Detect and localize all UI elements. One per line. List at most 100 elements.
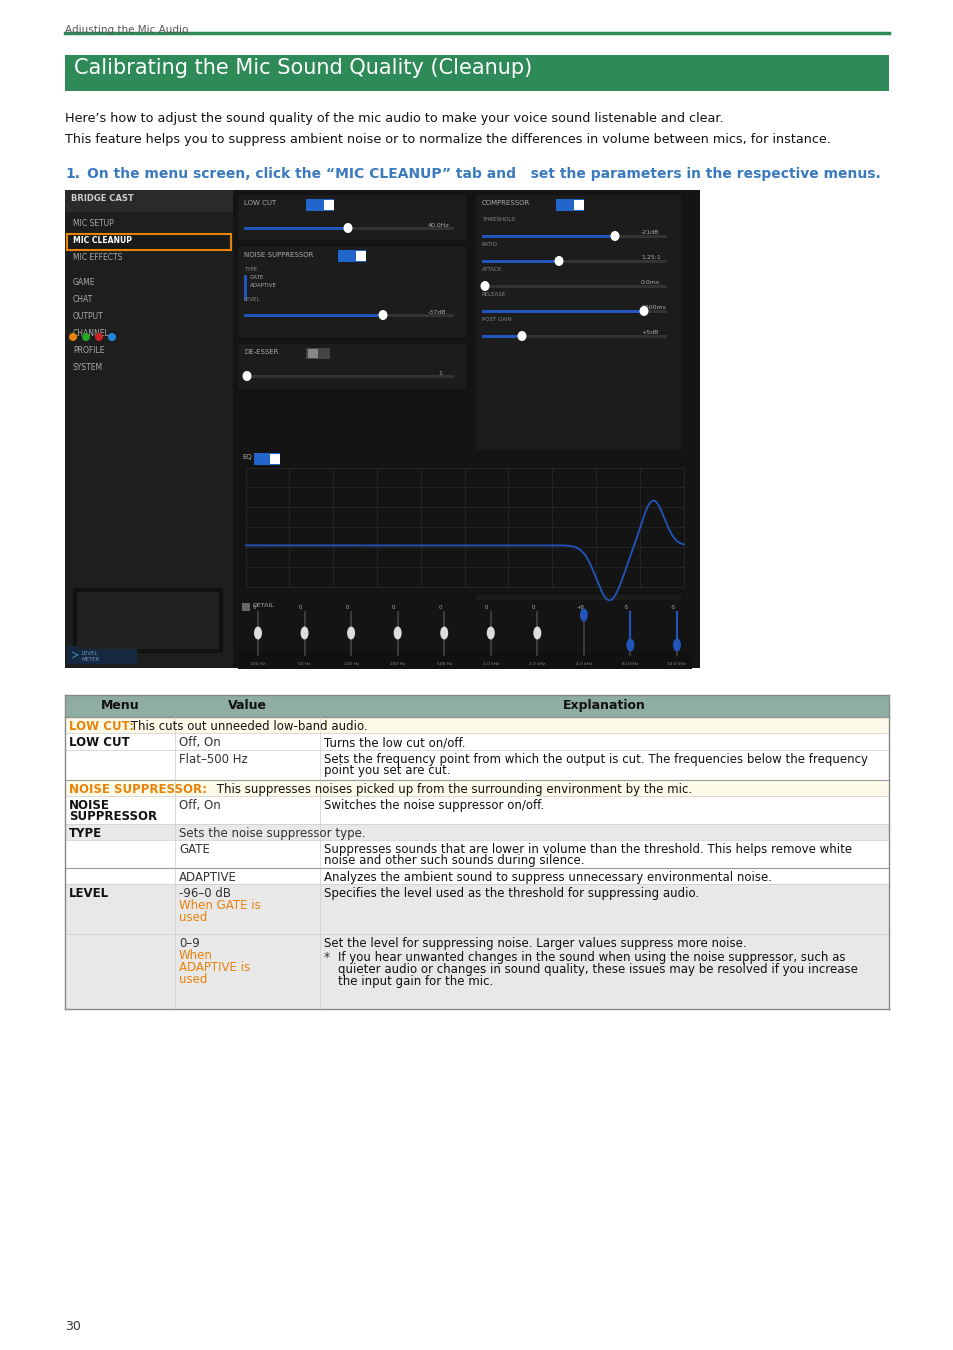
Text: If you hear unwanted changes in the sound when using the noise suppressor, such : If you hear unwanted changes in the soun… — [337, 950, 844, 964]
Bar — [242, 603, 250, 612]
Bar — [306, 348, 330, 359]
Bar — [67, 647, 137, 664]
Ellipse shape — [347, 626, 355, 640]
Text: 1: 1 — [437, 371, 441, 377]
Text: NOISE: NOISE — [69, 799, 110, 811]
Text: the input gain for the mic.: the input gain for the mic. — [337, 975, 493, 988]
Text: Specifies the level used as the threshold for suppressing audio.: Specifies the level used as the threshol… — [324, 887, 699, 900]
Ellipse shape — [533, 626, 540, 640]
Text: *: * — [324, 950, 330, 964]
Text: -5: -5 — [670, 605, 675, 610]
Text: 0.0ms: 0.0ms — [640, 279, 659, 285]
Text: LEVEL: LEVEL — [82, 651, 98, 656]
Ellipse shape — [626, 639, 634, 652]
Text: COMPRESSOR: COMPRESSOR — [481, 200, 530, 207]
Bar — [481, 285, 484, 288]
Bar — [244, 227, 349, 230]
Text: 8.0 kHz: 8.0 kHz — [621, 662, 638, 666]
Text: noise and other such sounds during silence.: noise and other such sounds during silen… — [324, 855, 584, 867]
Text: DE-ESSER: DE-ESSER — [244, 350, 278, 355]
Bar — [244, 375, 454, 378]
Text: MIC EFFECTS: MIC EFFECTS — [73, 252, 122, 262]
Text: used: used — [179, 911, 207, 923]
Bar — [244, 315, 454, 317]
Text: EQ: EQ — [242, 454, 252, 460]
Text: ADAPTIVE is: ADAPTIVE is — [179, 961, 250, 973]
Text: 0: 0 — [345, 605, 349, 610]
Text: GAME: GAME — [73, 278, 95, 288]
Text: Value: Value — [227, 699, 266, 711]
Text: -5: -5 — [623, 605, 628, 610]
Text: When GATE is: When GATE is — [179, 899, 260, 913]
Text: Turns the low cut on/off.: Turns the low cut on/off. — [324, 736, 465, 749]
Bar — [237, 651, 691, 670]
Bar — [65, 190, 700, 668]
Bar — [481, 261, 666, 263]
Bar — [65, 733, 888, 751]
Text: +8: +8 — [576, 605, 583, 610]
Bar — [65, 55, 888, 90]
Text: This suppresses noises picked up from the surrounding environment by the mic.: This suppresses noises picked up from th… — [213, 783, 691, 796]
Text: 1.: 1. — [65, 167, 80, 181]
Text: Suppresses sounds that are lower in volume than the threshold. This helps remove: Suppresses sounds that are lower in volu… — [324, 842, 851, 856]
Bar — [65, 840, 888, 868]
Text: LOW CUT: LOW CUT — [244, 200, 276, 207]
Bar — [476, 194, 680, 663]
Text: On the menu screen, click the “MIC CLEANUP” tab and   set the parameters in the : On the menu screen, click the “MIC CLEAN… — [87, 167, 880, 181]
Text: Analyzes the ambient sound to suppress unnecessary environmental noise.: Analyzes the ambient sound to suppress u… — [324, 871, 771, 884]
Text: TYPE: TYPE — [244, 267, 257, 271]
Text: 500 Hz: 500 Hz — [436, 662, 452, 666]
Ellipse shape — [480, 281, 489, 292]
Text: 100 Hz: 100 Hz — [251, 662, 265, 666]
Bar — [306, 198, 334, 211]
Text: 200 Hz: 200 Hz — [390, 662, 405, 666]
Bar — [244, 315, 384, 317]
Bar — [270, 454, 280, 464]
Text: LOW CUT: LOW CUT — [69, 736, 130, 749]
Bar — [73, 589, 223, 653]
Bar — [355, 251, 366, 261]
Ellipse shape — [486, 626, 495, 640]
Text: GATE: GATE — [179, 842, 210, 856]
Ellipse shape — [378, 310, 387, 320]
Text: LEVEL: LEVEL — [69, 887, 109, 900]
Ellipse shape — [253, 626, 262, 640]
Text: Menu: Menu — [101, 699, 139, 711]
Bar — [65, 934, 888, 1008]
Bar — [244, 227, 454, 230]
Text: +5dB: +5dB — [640, 329, 658, 335]
Text: 0: 0 — [531, 605, 535, 610]
Text: This feature helps you to suppress ambient noise or to normalize the differences: This feature helps you to suppress ambie… — [65, 134, 830, 146]
Text: 1600ms: 1600ms — [640, 305, 665, 310]
Circle shape — [69, 333, 77, 342]
Text: GATE: GATE — [250, 275, 264, 279]
Bar — [65, 751, 888, 780]
Bar — [65, 695, 888, 717]
Text: point you set are cut.: point you set are cut. — [324, 764, 450, 778]
Ellipse shape — [394, 626, 401, 640]
Ellipse shape — [517, 331, 526, 342]
Text: MIC CLEANUP: MIC CLEANUP — [73, 236, 132, 244]
Text: TYPE: TYPE — [69, 828, 102, 840]
Circle shape — [108, 333, 116, 342]
Bar — [65, 717, 888, 733]
Text: 0: 0 — [438, 605, 441, 610]
Text: ADAPTIVE: ADAPTIVE — [179, 871, 236, 884]
Text: 0: 0 — [392, 605, 395, 610]
Text: -21dB: -21dB — [640, 230, 659, 235]
Bar — [481, 335, 666, 338]
Text: Sets the frequency point from which the output is cut. The frequencies below the: Sets the frequency point from which the … — [324, 753, 867, 765]
Text: BRIDGE CAST: BRIDGE CAST — [71, 194, 133, 202]
Bar — [481, 235, 615, 238]
Text: 4.0 kHz: 4.0 kHz — [576, 662, 592, 666]
Bar — [308, 350, 317, 358]
Bar — [65, 190, 233, 668]
Ellipse shape — [579, 609, 587, 621]
Text: ATTACK: ATTACK — [481, 267, 501, 271]
Text: Calibrating the Mic Sound Quality (Cleanup): Calibrating the Mic Sound Quality (Clean… — [74, 58, 532, 78]
Text: Off, On: Off, On — [179, 799, 220, 811]
Ellipse shape — [439, 626, 448, 640]
Ellipse shape — [242, 371, 252, 381]
Bar — [77, 593, 219, 649]
Text: 30: 30 — [65, 1320, 81, 1332]
